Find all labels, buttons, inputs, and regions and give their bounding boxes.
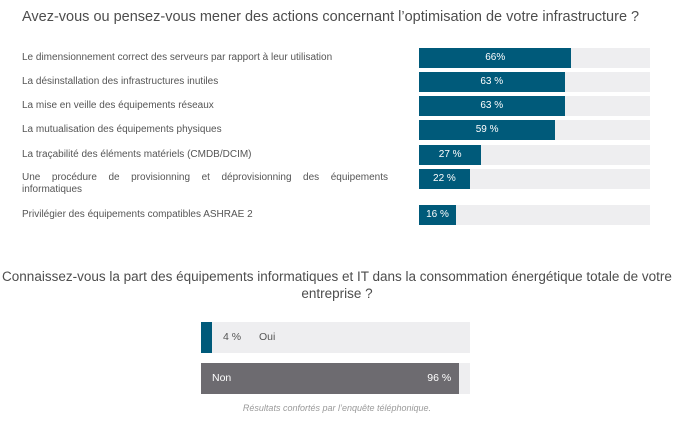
- footnote: Résultats confortés par l’enquête téléph…: [242, 403, 432, 413]
- chart2-title: Connaissez-vous la part des équipements …: [2, 269, 672, 301]
- chart1-value-label: 22 %: [433, 173, 456, 184]
- chart1-bar-track: 63 %: [419, 96, 650, 116]
- chart1-category-label: Privilégier des équipements compatibles …: [22, 209, 253, 220]
- chart1-value-label: 66%: [485, 52, 506, 63]
- chart2-bar: [201, 322, 212, 353]
- chart1-category-label: Le dimensionnement correct des serveurs …: [22, 52, 333, 63]
- chart1-bar: [419, 205, 456, 225]
- chart1-value-label: 63 %: [480, 76, 504, 87]
- chart1-category-label: La mise en veille des équipements réseau…: [22, 100, 214, 111]
- chart2-value-label: 96 %: [427, 372, 452, 384]
- chart1-bar-track: 16 %: [419, 205, 650, 225]
- chart2-category-label: Non: [212, 372, 232, 384]
- chart1-bar: [419, 120, 556, 140]
- chart2-bar-track: 4 % Oui: [201, 322, 470, 353]
- chart1-value-label: 59 %: [475, 124, 499, 135]
- chart1-bar-track: 63 %: [419, 72, 650, 92]
- chart1-category-label: La désinstallation des infrastructures i…: [22, 76, 219, 87]
- chart2-category-label: Oui: [259, 331, 276, 343]
- chart1-bar: [419, 48, 572, 68]
- chart2-value-label: 4 %: [223, 331, 242, 343]
- chart2-bar-track: 96 % Non: [201, 363, 470, 394]
- chart1-value-label: 63 %: [480, 100, 504, 111]
- chart1-bar-track: 66%: [419, 48, 650, 68]
- chart1-bar: [419, 169, 470, 189]
- chart1-title: Avez-vous ou pensez-vous mener des actio…: [22, 9, 640, 25]
- chart1-value-label: 16 %: [426, 209, 449, 220]
- chart1-bar: [419, 145, 482, 165]
- chart1-value-label: 27 %: [438, 149, 462, 160]
- chart1-bar-track: 59 %: [419, 120, 650, 140]
- chart2-bar: [201, 363, 460, 394]
- chart1-bar-track: 22 %: [419, 169, 650, 189]
- chart1-bar: [419, 96, 565, 116]
- chart1-category-label: Une procédure de provisionning et déprov…: [22, 172, 388, 195]
- chart1-category-label: La mutualisation des équipements physiqu…: [22, 124, 222, 135]
- chart1-category-label: La traçabilité des éléments matériels (C…: [22, 149, 252, 160]
- chart1-bar-track: 27 %: [419, 145, 650, 165]
- chart1-bar: [419, 72, 565, 92]
